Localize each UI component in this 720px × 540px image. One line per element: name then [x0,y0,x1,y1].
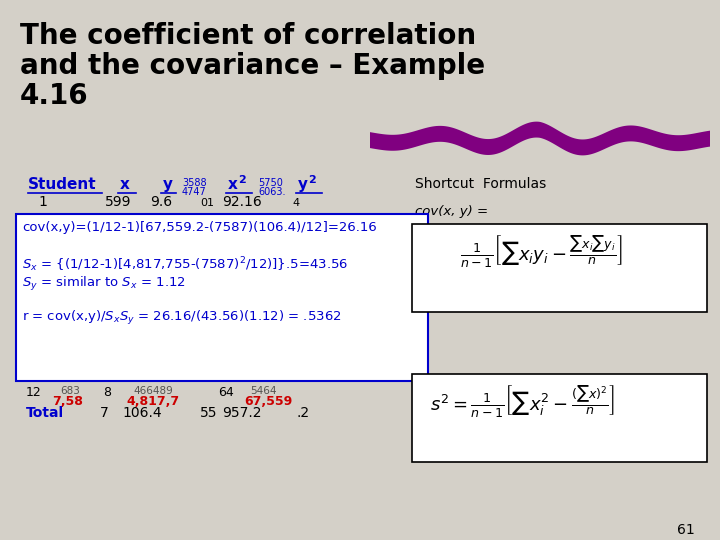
Text: 3588: 3588 [182,178,207,188]
Text: $S_y$ = similar to $S_x$ = 1.12: $S_y$ = similar to $S_x$ = 1.12 [22,275,186,293]
Text: 466489: 466489 [133,386,173,396]
Text: 8: 8 [103,386,111,399]
Text: 2: 2 [238,175,246,185]
Text: 01: 01 [200,198,214,208]
FancyBboxPatch shape [412,374,707,462]
Text: x: x [120,177,130,192]
Text: cov(x,y)=(1/12-1)[67,559.2-(7587)(106.4)/12]=26.16: cov(x,y)=(1/12-1)[67,559.2-(7587)(106.4)… [22,221,377,234]
Text: r = cov(x,y)/$S_xS_y$ = 26.16/(43.56)(1.12) = .5362: r = cov(x,y)/$S_xS_y$ = 26.16/(43.56)(1.… [22,308,341,327]
Polygon shape [370,122,710,156]
Text: 4.16: 4.16 [20,82,89,110]
Text: 64: 64 [218,386,234,399]
Text: y: y [298,177,308,192]
Text: Total: Total [26,406,64,420]
Text: 67,559: 67,559 [244,395,292,408]
Text: .2: .2 [296,406,309,420]
Text: Student: Student [28,177,96,192]
Text: 5750: 5750 [258,178,283,188]
Text: $S_x$ = {(1/12-1)[4,817,755-(7587)$^2$/12)]}.5=43.56: $S_x$ = {(1/12-1)[4,817,755-(7587)$^2$/1… [22,255,348,274]
Text: 1: 1 [38,195,47,209]
Text: 683: 683 [60,386,80,396]
Text: 4747: 4747 [182,187,207,197]
FancyBboxPatch shape [412,224,707,312]
Text: The coefficient of correlation: The coefficient of correlation [20,22,476,50]
Text: 7,58: 7,58 [52,395,83,408]
Text: 5464: 5464 [250,386,276,396]
Text: 599: 599 [105,195,132,209]
Text: 4: 4 [292,198,299,208]
FancyBboxPatch shape [16,214,428,381]
Text: 61: 61 [678,523,695,537]
Text: 12: 12 [26,386,42,399]
Text: $s^2 = \frac{1}{n-1}\left[\sum x_i^2 - \frac{(\sum x)^2}{n}\right]$: $s^2 = \frac{1}{n-1}\left[\sum x_i^2 - \… [430,384,615,420]
Text: 7: 7 [100,406,109,420]
Text: y: y [163,177,173,192]
Text: 2: 2 [308,175,316,185]
Text: 4,817,7: 4,817,7 [126,395,179,408]
Text: 957.2: 957.2 [222,406,261,420]
Text: and the covariance – Example: and the covariance – Example [20,52,485,80]
Text: 92.16: 92.16 [222,195,262,209]
Text: 9.6: 9.6 [150,195,172,209]
Text: cov(x, y) =: cov(x, y) = [415,205,488,218]
Text: 106.4: 106.4 [122,406,161,420]
Text: 6063.: 6063. [258,187,286,197]
Text: x: x [228,177,238,192]
Text: Shortcut  Formulas: Shortcut Formulas [415,177,546,191]
Text: 55: 55 [200,406,217,420]
Text: $\frac{1}{n-1}\left[\sum x_i y_i - \frac{\sum x_i \sum y_i}{n}\right]$: $\frac{1}{n-1}\left[\sum x_i y_i - \frac… [460,234,623,270]
